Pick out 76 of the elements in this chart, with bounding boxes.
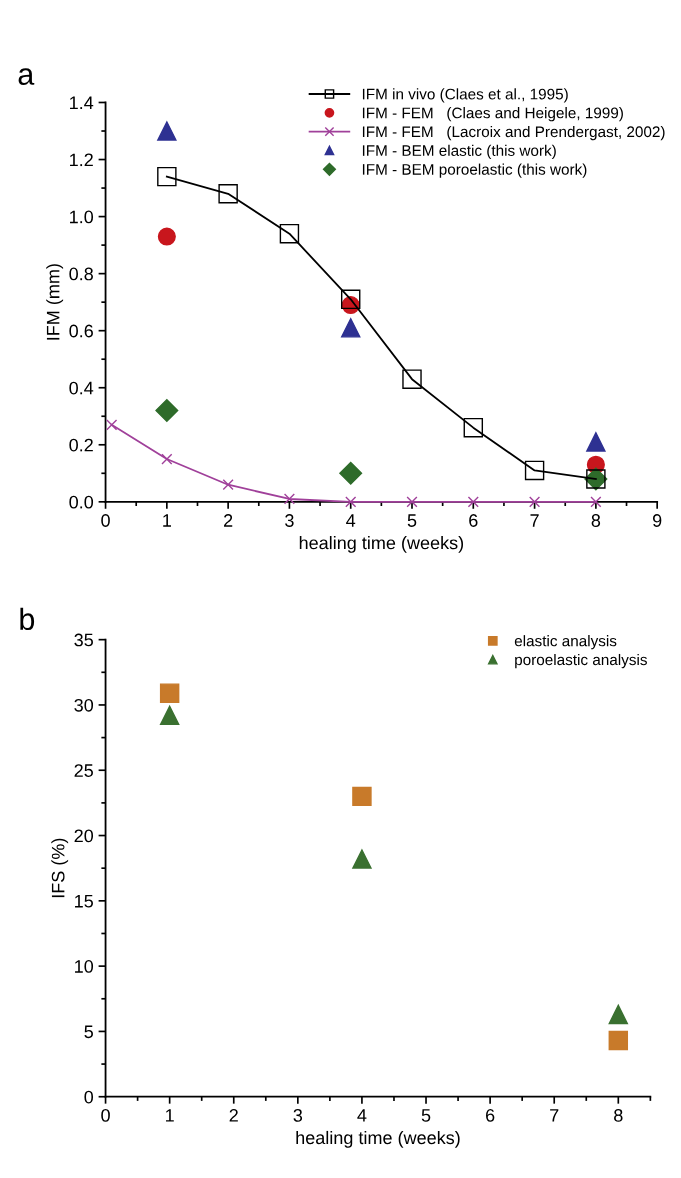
x-tick-label: 8 [591, 514, 601, 527]
legend-label: poroelastic analysis [515, 653, 647, 669]
x-axis-title: healing time (weeks) [299, 536, 464, 553]
point [157, 121, 177, 141]
y-tick-label: 20 [74, 829, 94, 843]
y-axis-title: IFM (mm) [46, 264, 64, 340]
y-tick-label: 0 [84, 1090, 94, 1104]
legend-label: IFM - FEM (Claes and Heigele, 1999) [362, 107, 623, 122]
y-tick-label: 0.2 [69, 438, 93, 452]
legend-label: IFM in vivo (Claes et al., 1995) [362, 88, 568, 103]
point [283, 493, 295, 505]
legend-label: elastic analysis [514, 635, 617, 650]
y-tick-label: 0.4 [69, 381, 94, 395]
point [406, 496, 418, 508]
y-axis-title: IFS (%) [51, 838, 69, 898]
x-tick-label: 1 [166, 1109, 174, 1122]
x-tick-label: 2 [229, 1109, 238, 1122]
x-tick-label: 4 [357, 1109, 367, 1122]
y-tick-label: 1.4 [70, 96, 94, 110]
point [352, 849, 372, 869]
point [608, 1004, 629, 1025]
x-tick-label: 5 [407, 514, 417, 527]
point [279, 223, 300, 244]
point [352, 786, 372, 807]
point [222, 479, 234, 491]
point [157, 166, 177, 187]
x-tick-label: 6 [486, 1109, 495, 1122]
x-tick-label: 0 [101, 514, 110, 527]
y-tick-label: 10 [75, 960, 94, 973]
x-tick-label: 0 [101, 1109, 110, 1122]
point [340, 318, 361, 338]
point [157, 227, 176, 246]
point [608, 1030, 629, 1051]
point [590, 496, 602, 508]
point [159, 705, 180, 726]
point [218, 184, 238, 204]
point [161, 453, 173, 465]
x-axis-title: healing time (weeks) [296, 1130, 460, 1148]
y-tick-label: 35 [74, 633, 93, 647]
point [463, 417, 484, 438]
x-tick-label: 8 [614, 1109, 623, 1122]
point [467, 496, 479, 508]
x-tick-label: 1 [163, 514, 171, 527]
chart-title: a [18, 68, 35, 85]
x-tick-label: 3 [285, 514, 294, 527]
x-tick-label: 7 [530, 514, 539, 527]
point [402, 369, 422, 389]
point [106, 419, 118, 431]
y-tick-label: 15 [75, 894, 93, 908]
point [586, 432, 606, 452]
y-tick-label: 30 [74, 698, 94, 712]
chart-title: b [20, 607, 35, 631]
point [340, 289, 361, 310]
point [155, 399, 179, 423]
point [339, 461, 363, 485]
point [529, 496, 541, 508]
x-tick-label: 3 [293, 1109, 303, 1122]
x-tick-label: 2 [224, 514, 233, 527]
y-tick-label: 0.6 [69, 324, 93, 338]
x-tick-label: 9 [652, 514, 662, 527]
x-tick-label: 5 [421, 1109, 431, 1122]
y-tick-label: 25 [74, 764, 93, 777]
x-tick-label: 6 [469, 514, 478, 527]
x-tick-label: 7 [550, 1109, 559, 1122]
y-tick-label: 5 [84, 1025, 93, 1039]
y-tick-label: 0.8 [69, 267, 93, 281]
legend-label: IFM - FEM (Lacroix and Prendergast, 2002) [362, 125, 665, 141]
y-tick-label: 0.0 [69, 495, 94, 509]
y-tick-label: 1.2 [70, 153, 93, 167]
x-tick-label: 4 [346, 514, 356, 527]
legend-label: IFM - BEM elastic (this work) [362, 144, 556, 159]
y-tick-label: 1.0 [70, 210, 94, 224]
point [345, 496, 357, 508]
point [524, 460, 545, 481]
point [159, 683, 180, 703]
legend-label: IFM - BEM poroelastic (this work) [362, 163, 587, 178]
